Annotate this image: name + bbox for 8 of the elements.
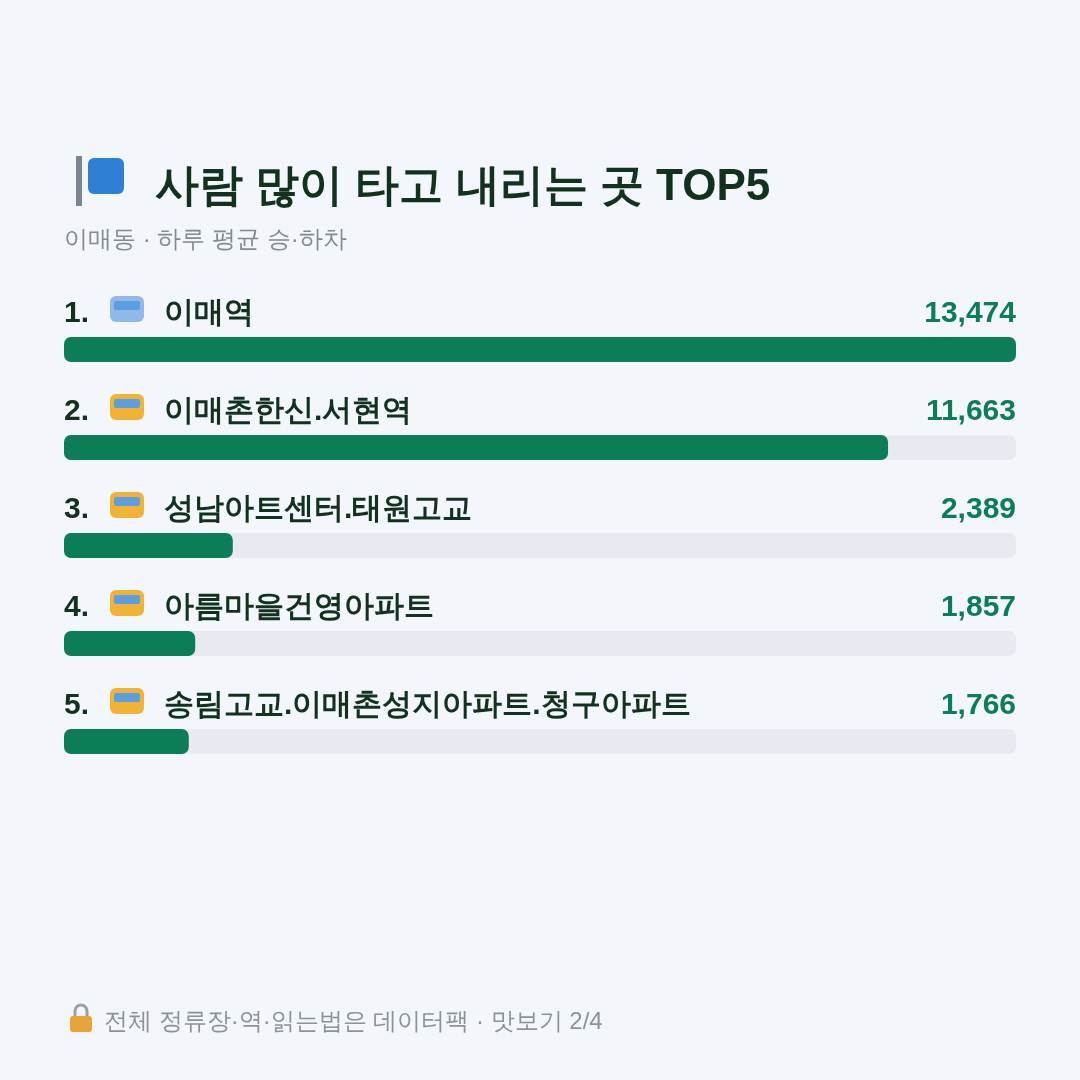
- data-label: 1,857: [940, 589, 1016, 622]
- data-label: 13,474: [924, 295, 1017, 328]
- data-label: 1,766: [940, 687, 1016, 720]
- data-label: 2,389: [940, 491, 1016, 524]
- data-label: 11,663: [925, 393, 1016, 426]
- chart-title: 사람 많이 타고 내리는 곳 TOP5: [155, 160, 771, 209]
- text: 전체 정류장·역·읽는법은 데이터팩 · 맛보기 2/4: [104, 1007, 603, 1034]
- chart-subtitle: 이매동 · 하루 평균 승·하차: [64, 225, 347, 252]
